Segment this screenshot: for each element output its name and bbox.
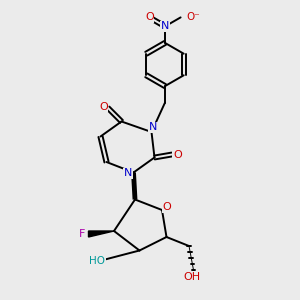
Text: HO: HO bbox=[89, 256, 106, 266]
Text: F: F bbox=[79, 229, 86, 239]
Text: N: N bbox=[149, 122, 157, 133]
Text: N: N bbox=[161, 21, 169, 32]
Text: N: N bbox=[124, 168, 132, 178]
Text: O⁻: O⁻ bbox=[186, 12, 200, 22]
Text: O: O bbox=[173, 149, 182, 160]
Polygon shape bbox=[88, 231, 114, 237]
Text: O: O bbox=[162, 202, 171, 212]
Text: O: O bbox=[145, 12, 154, 22]
Text: O: O bbox=[99, 101, 108, 112]
Text: OH: OH bbox=[183, 272, 201, 282]
